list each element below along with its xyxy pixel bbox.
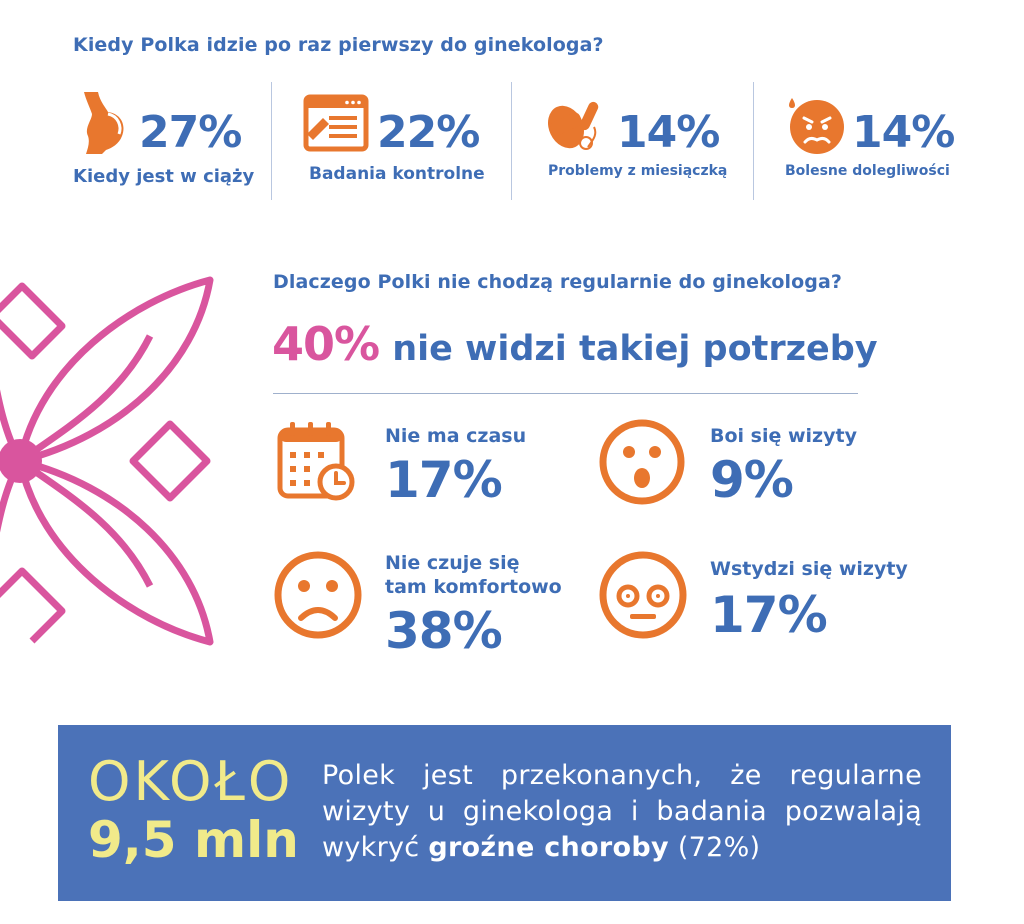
divider [271, 82, 272, 200]
stat-label: Problemy z miesiączką [548, 163, 728, 179]
banner-text-part2: (72%) [677, 832, 761, 863]
stat-percent: 22% [377, 107, 480, 158]
reason-label: Wstydzi się wizyty [710, 558, 908, 580]
reason-percent: 17% [710, 586, 828, 644]
headline-percent: 40% [272, 317, 380, 371]
banner-text: Polek jest przekonanych, że regularne wi… [322, 758, 922, 866]
divider [753, 82, 754, 200]
reason-label-line2: tam komfortowo [385, 576, 562, 598]
first-visit-question: Kiedy Polka idzie po raz pierwszy do gin… [73, 34, 604, 56]
divider [511, 82, 512, 200]
decorative-flower-icon [0, 276, 215, 646]
reason-percent: 38% [385, 602, 503, 660]
pain-face-icon [784, 94, 846, 156]
reason-percent: 17% [385, 451, 503, 509]
banner-amount: 9,5 mln [88, 811, 299, 869]
reason-label: Nie czuje się [385, 552, 520, 574]
reason-label: Nie ma czasu [385, 425, 527, 447]
reasons-question: Dlaczego Polki nie chodzą regularnie do … [273, 271, 843, 293]
banner-text-bold: groźne choroby [428, 832, 669, 863]
stat-percent: 14% [617, 107, 720, 158]
stat-percent: 27% [139, 107, 242, 158]
banner-prefix: OKOŁO [88, 750, 294, 813]
reasons-headline: 40% nie widzi takiej potrzeby [272, 317, 878, 371]
embarrassed-face-icon [598, 550, 688, 640]
summary-banner [58, 725, 951, 901]
sad-face-icon [273, 550, 363, 640]
reason-label: Boi się wizyty [710, 425, 857, 447]
pregnant-woman-icon [78, 92, 128, 154]
reason-percent: 9% [710, 451, 794, 509]
surprised-face-icon [598, 418, 686, 506]
divider [273, 393, 858, 394]
medical-form-icon [303, 94, 369, 152]
stat-label: Kiedy jest w ciąży [73, 166, 255, 187]
calendar-clock-icon [276, 420, 356, 502]
stat-percent: 14% [852, 107, 955, 158]
menstrual-products-icon [544, 97, 610, 153]
banner-text-part1: Polek jest przekonanych, że regularne wi… [322, 760, 922, 863]
stat-label: Bolesne dolegliwości [785, 163, 950, 179]
headline-text: nie widzi takiej potrzeby [392, 329, 878, 369]
stat-label: Badania kontrolne [309, 164, 485, 184]
